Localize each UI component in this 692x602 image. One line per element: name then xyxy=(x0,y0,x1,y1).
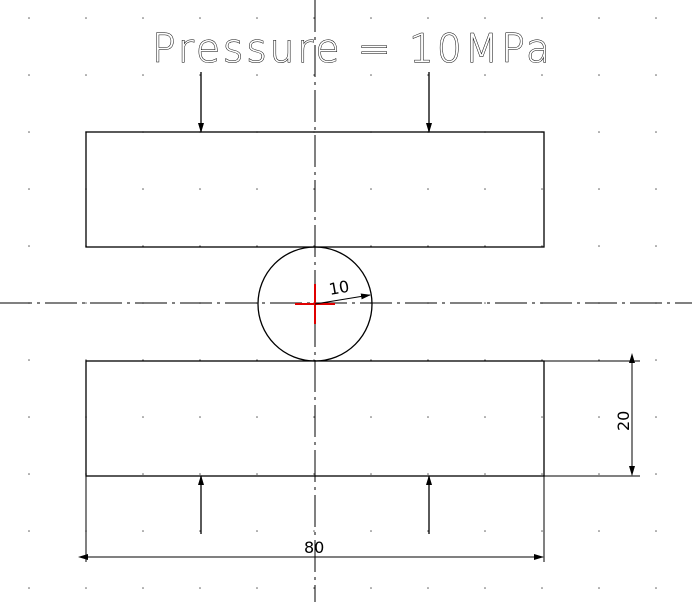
grid-dot xyxy=(598,530,600,532)
grid-dot xyxy=(370,530,372,532)
grid-dot xyxy=(655,74,657,76)
grid-dot xyxy=(655,587,657,589)
reaction-arrows xyxy=(198,475,432,534)
grid-dot xyxy=(142,530,144,532)
grid-dot xyxy=(28,17,30,19)
grid-dot xyxy=(313,473,315,475)
grid-dot xyxy=(484,530,486,532)
grid-dot xyxy=(655,359,657,361)
grid-dot xyxy=(28,131,30,133)
grid-dot xyxy=(313,74,315,76)
grid-dot xyxy=(199,587,201,589)
grid-dot xyxy=(484,74,486,76)
height-dimension-text: 20 xyxy=(614,411,633,431)
grid-dot xyxy=(598,74,600,76)
height-dimension: 20 xyxy=(544,353,640,477)
grid-dot xyxy=(28,587,30,589)
grid-dot xyxy=(484,416,486,418)
grid-dot xyxy=(256,17,258,19)
grid-dot xyxy=(199,188,201,190)
grid-dot xyxy=(484,302,486,304)
grid-dot xyxy=(370,17,372,19)
cylinder-circle xyxy=(257,246,373,362)
grid-dot xyxy=(313,17,315,19)
grid-dot xyxy=(541,74,543,76)
pressure-arrows xyxy=(198,72,432,133)
grid-dot xyxy=(598,473,600,475)
grid-dot xyxy=(370,473,372,475)
radius-dimension-line xyxy=(314,293,371,305)
grid-dot xyxy=(142,188,144,190)
grid-dot xyxy=(598,17,600,19)
grid-dot xyxy=(28,245,30,247)
grid-dot xyxy=(655,473,657,475)
grid-dot xyxy=(598,245,600,247)
grid-dot xyxy=(655,245,657,247)
grid-dot xyxy=(142,473,144,475)
grid-dot xyxy=(427,473,429,475)
grid-dot xyxy=(541,188,543,190)
grid-dot xyxy=(28,359,30,361)
grid-dot xyxy=(541,473,543,475)
grid-dot xyxy=(370,587,372,589)
grid-dot xyxy=(256,587,258,589)
grid-dot xyxy=(484,587,486,589)
grid-dot xyxy=(598,131,600,133)
grid-dot xyxy=(427,17,429,19)
grid-dot xyxy=(313,416,315,418)
grid-dot xyxy=(85,587,87,589)
grid-dot xyxy=(313,188,315,190)
grid-dot xyxy=(142,587,144,589)
grid-dot xyxy=(541,530,543,532)
grid-dot xyxy=(256,530,258,532)
grid-dot xyxy=(427,416,429,418)
grid-dot xyxy=(541,416,543,418)
grid-dot xyxy=(598,416,600,418)
grid-dot xyxy=(598,587,600,589)
grid-dot xyxy=(199,473,201,475)
grid-dot xyxy=(256,188,258,190)
grid-dot xyxy=(655,416,657,418)
grid-dot xyxy=(427,188,429,190)
grid-dot xyxy=(199,416,201,418)
grid-dot xyxy=(28,473,30,475)
grid-dot xyxy=(541,17,543,19)
grid-dot xyxy=(256,416,258,418)
grid-dot xyxy=(28,416,30,418)
width-dimension-text: 80 xyxy=(304,538,324,557)
radius-dimension-text: 10 xyxy=(327,277,350,299)
grid-dot xyxy=(142,416,144,418)
grid-dot xyxy=(484,473,486,475)
grid-dot xyxy=(370,74,372,76)
pressure-title: Pressure = 10MPa xyxy=(152,27,553,72)
grid-dot xyxy=(484,188,486,190)
grid-dot xyxy=(142,74,144,76)
grid-dot xyxy=(655,188,657,190)
grid-dot xyxy=(484,17,486,19)
grid-dot xyxy=(427,587,429,589)
width-dimension: 80 xyxy=(78,476,545,562)
grid-dot xyxy=(256,473,258,475)
grid-dot xyxy=(598,188,600,190)
grid-dot xyxy=(541,587,543,589)
grid-dot xyxy=(28,530,30,532)
grid-dot xyxy=(370,416,372,418)
grid-dot xyxy=(85,74,87,76)
grid-dot xyxy=(655,131,657,133)
grid-dot xyxy=(370,188,372,190)
grid-dot xyxy=(313,530,315,532)
grid-dot xyxy=(28,188,30,190)
grid-dot xyxy=(28,74,30,76)
grid-dot xyxy=(85,17,87,19)
grid-dot xyxy=(655,530,657,532)
grid-dot xyxy=(598,359,600,361)
grid-dot xyxy=(85,302,87,304)
grid-dot xyxy=(199,17,201,19)
grid-dot xyxy=(256,74,258,76)
grid-dot xyxy=(655,17,657,19)
grid-dot xyxy=(142,17,144,19)
grid-dot xyxy=(313,587,315,589)
